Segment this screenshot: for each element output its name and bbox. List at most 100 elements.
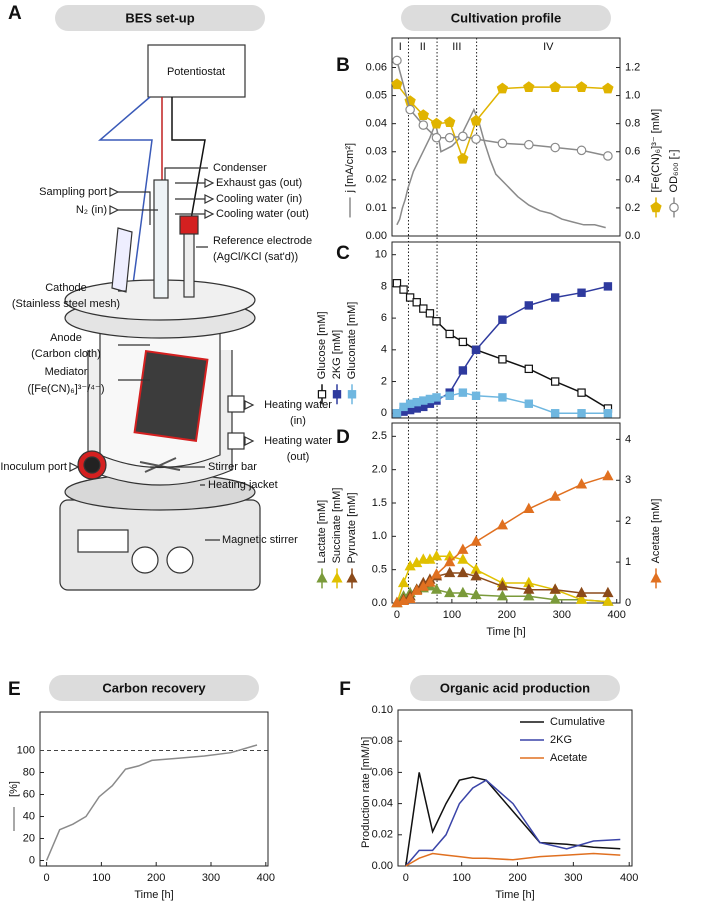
legend-symbol [316, 572, 328, 583]
series-label: Acetate [mM] [650, 499, 662, 564]
y-tick-label: 0 [29, 854, 35, 866]
legend-symbol [347, 390, 357, 399]
x-tick-label: 300 [553, 609, 571, 621]
y-tick-label: 0.02 [366, 174, 387, 186]
data-point [523, 139, 534, 150]
phase-label: II [420, 41, 426, 53]
data-point [457, 152, 469, 164]
water-port [227, 432, 245, 450]
data-point [419, 304, 428, 313]
stirrer-display [77, 529, 129, 553]
data-point [430, 117, 443, 129]
y-tick-label: 0.01 [366, 202, 387, 214]
y2-tick-label: 4 [625, 433, 631, 445]
phase-label: I [399, 41, 402, 53]
legend-symbol [317, 390, 327, 399]
diagram-label: Sampling port [39, 186, 107, 198]
y-tick-label: 4 [381, 344, 387, 356]
data-point [498, 393, 507, 402]
data-point [444, 116, 456, 128]
x-tick-label: 0 [403, 872, 409, 884]
data-point [445, 329, 454, 339]
legend-symbol [346, 572, 358, 583]
setup-diagram [59, 44, 261, 591]
anode [133, 349, 209, 443]
data-point [399, 285, 408, 294]
x-tick-label: 300 [564, 872, 582, 884]
y2-tick-label: 0.6 [625, 146, 640, 158]
diagram-label: Anode [50, 332, 82, 344]
data-point [404, 592, 416, 604]
data-point [549, 81, 561, 92]
potentiostat-label: Potentiostat [167, 66, 225, 78]
series-label: Lactate [mM] [316, 500, 328, 564]
y-tick-label: 0.02 [372, 829, 393, 841]
data-point [457, 566, 469, 578]
x-axis-label: Time [h] [486, 626, 525, 638]
y2-tick-label: 2 [625, 515, 631, 527]
y-tick-label: 100 [17, 744, 35, 756]
data-point [498, 355, 507, 364]
condenser [153, 179, 169, 299]
y-tick-label: 0.0 [372, 597, 387, 609]
data-point [550, 142, 560, 153]
arrowheads [69, 178, 255, 472]
data-point [457, 543, 469, 554]
data-point [444, 566, 456, 578]
legend-label: Cumulative [550, 716, 605, 728]
legend-symbol [650, 572, 662, 583]
diagram-label: Cathode [45, 282, 87, 294]
data-point [417, 109, 429, 121]
stirrer-knob [131, 546, 159, 574]
leader-lines [118, 167, 220, 541]
plot-frame [39, 711, 269, 867]
panel-letter: F [339, 679, 351, 700]
data-point [458, 388, 468, 397]
data-point [432, 317, 441, 326]
y2-tick-label: 0.8 [625, 118, 640, 130]
panel-title: Cultivation profile [451, 10, 562, 25]
data-point [470, 535, 482, 546]
panel-letter: B [336, 55, 350, 76]
series-label: OD₆₀₀ [-] [668, 150, 680, 193]
potentiostat-box [147, 44, 246, 98]
y-tick-label: 0.00 [372, 860, 393, 872]
data-point [523, 590, 535, 601]
data-point [397, 576, 410, 588]
data-point [424, 576, 436, 587]
x-tick-label: 100 [443, 609, 461, 621]
title-pill [410, 675, 620, 701]
data-point [444, 132, 455, 143]
panel-title: Organic acid production [440, 680, 590, 695]
y-axis-label: [%] [8, 781, 20, 797]
series-label: Gluconate [mM] [346, 302, 358, 380]
data-point [444, 586, 456, 598]
data-point [471, 391, 481, 401]
data-point [523, 583, 535, 594]
panel-letter: C [336, 243, 350, 264]
reference-electrode [183, 231, 195, 298]
y-tick-label: 1.5 [372, 497, 387, 509]
data-point [497, 138, 508, 149]
panel-title: Carbon recovery [102, 680, 206, 695]
x-axis-label: Time [h] [134, 889, 173, 901]
y-tick-label: 0.5 [372, 564, 387, 576]
data-point [549, 490, 561, 501]
diagram-label: Condenser [213, 162, 267, 174]
diagram-label: Reference electrode [213, 235, 312, 247]
series-line [405, 852, 621, 867]
data-point [431, 132, 442, 143]
x-tick-label: 200 [498, 609, 516, 621]
y-tick-label: 80 [23, 766, 35, 778]
y-tick-label: 0 [381, 407, 387, 419]
data-point [458, 131, 468, 142]
x-tick-label: 200 [147, 872, 165, 884]
data-point [457, 553, 469, 564]
x-tick-label: 200 [508, 872, 526, 884]
title-pill [49, 675, 259, 701]
data-point [602, 586, 614, 598]
inoculum-port-core [83, 456, 101, 474]
y-tick-label: 0.08 [372, 735, 393, 747]
data-point [575, 593, 588, 604]
